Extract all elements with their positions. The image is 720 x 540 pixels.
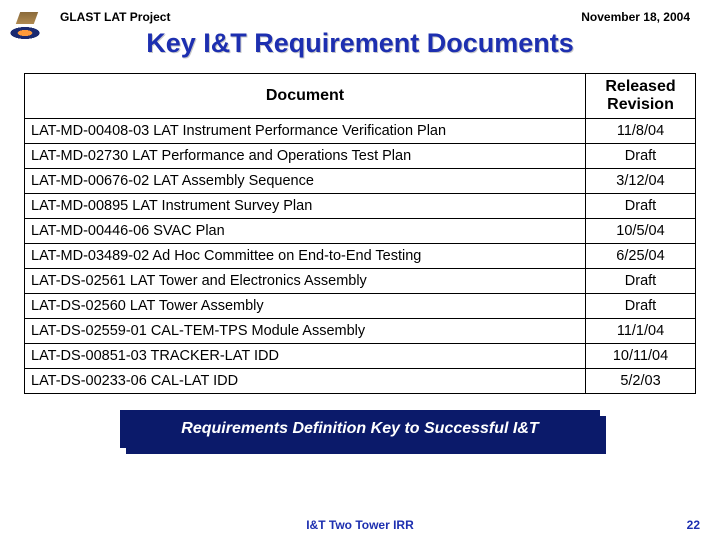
table-row: LAT-MD-00895 LAT Instrument Survey Plan … <box>25 194 696 219</box>
rev-cell: 6/25/04 <box>586 244 696 269</box>
logo-swirl-icon <box>8 26 42 40</box>
rev-cell: Draft <box>586 269 696 294</box>
rev-cell: Draft <box>586 144 696 169</box>
doc-cell: LAT-MD-03489-02 Ad Hoc Committee on End-… <box>25 244 586 269</box>
table-row: LAT-MD-00676-02 LAT Assembly Sequence 3/… <box>25 169 696 194</box>
doc-cell: LAT-DS-00851-03 TRACKER-LAT IDD <box>25 344 586 369</box>
table-row: LAT-MD-02730 LAT Performance and Operati… <box>25 144 696 169</box>
callout-wrap: Requirements Definition Key to Successfu… <box>120 410 600 448</box>
rev-cell: 11/1/04 <box>586 319 696 344</box>
doc-cell: LAT-DS-02559-01 CAL-TEM-TPS Module Assem… <box>25 319 586 344</box>
page-title: Key I&T Requirement Documents <box>20 28 700 59</box>
table-row: LAT-MD-00446-06 SVAC Plan 10/5/04 <box>25 219 696 244</box>
rev-cell: 3/12/04 <box>586 169 696 194</box>
table-row: LAT-MD-03489-02 Ad Hoc Committee on End-… <box>25 244 696 269</box>
documents-table-wrap: Document Released Revision LAT-MD-00408-… <box>20 73 700 394</box>
table-row: LAT-MD-00408-03 LAT Instrument Performan… <box>25 119 696 144</box>
doc-cell: LAT-MD-00446-06 SVAC Plan <box>25 219 586 244</box>
doc-cell: LAT-MD-00895 LAT Instrument Survey Plan <box>25 194 586 219</box>
rev-cell: 10/11/04 <box>586 344 696 369</box>
doc-cell: LAT-MD-00408-03 LAT Instrument Performan… <box>25 119 586 144</box>
slide-date: November 18, 2004 <box>581 10 690 24</box>
col-document: Document <box>25 74 586 119</box>
documents-table: Document Released Revision LAT-MD-00408-… <box>24 73 696 394</box>
doc-cell: LAT-DS-00233-06 CAL-LAT IDD <box>25 369 586 394</box>
table-row: LAT-DS-00851-03 TRACKER-LAT IDD 10/11/04 <box>25 344 696 369</box>
col-revision: Released Revision <box>586 74 696 119</box>
doc-cell: LAT-MD-02730 LAT Performance and Operati… <box>25 144 586 169</box>
callout-banner: Requirements Definition Key to Successfu… <box>120 410 600 448</box>
table-row: LAT-DS-00233-06 CAL-LAT IDD 5/2/03 <box>25 369 696 394</box>
rev-cell: 10/5/04 <box>586 219 696 244</box>
logo-satellite-icon <box>16 12 38 24</box>
table-row: LAT-DS-02559-01 CAL-TEM-TPS Module Assem… <box>25 319 696 344</box>
doc-cell: LAT-MD-00676-02 LAT Assembly Sequence <box>25 169 586 194</box>
table-row: LAT-DS-02560 LAT Tower Assembly Draft <box>25 294 696 319</box>
footer: I&T Two Tower IRR 22 <box>20 518 700 532</box>
project-logo <box>8 12 48 42</box>
footer-center: I&T Two Tower IRR <box>20 518 700 532</box>
doc-cell: LAT-DS-02561 LAT Tower and Electronics A… <box>25 269 586 294</box>
project-name: GLAST LAT Project <box>60 10 170 24</box>
header-row: GLAST LAT Project November 18, 2004 <box>20 10 700 26</box>
slide: GLAST LAT Project November 18, 2004 Key … <box>0 0 720 540</box>
table-row: LAT-DS-02561 LAT Tower and Electronics A… <box>25 269 696 294</box>
table-header-row: Document Released Revision <box>25 74 696 119</box>
rev-cell: Draft <box>586 294 696 319</box>
rev-cell: 11/8/04 <box>586 119 696 144</box>
rev-cell: Draft <box>586 194 696 219</box>
doc-cell: LAT-DS-02560 LAT Tower Assembly <box>25 294 586 319</box>
rev-cell: 5/2/03 <box>586 369 696 394</box>
